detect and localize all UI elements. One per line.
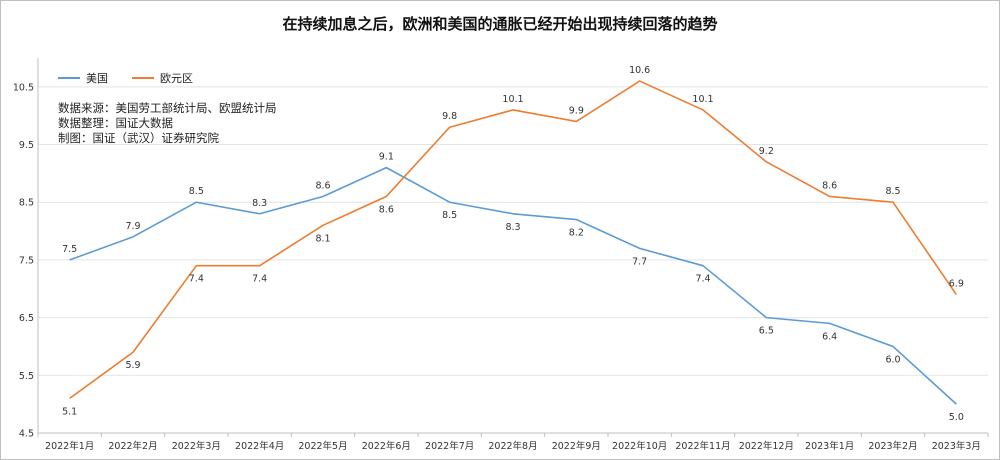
data-label: 7.5 bbox=[62, 244, 77, 255]
data-label: 8.6 bbox=[822, 180, 837, 191]
x-tick-label: 2022年12月 bbox=[739, 440, 794, 452]
legend-label-us: 美国 bbox=[86, 72, 108, 85]
x-tick-label: 2023年2月 bbox=[868, 440, 917, 452]
note-chart-by: 制图：国证（武汉）证券研究院 bbox=[58, 131, 219, 145]
x-tick-label: 2022年11月 bbox=[675, 440, 730, 452]
data-label: 7.4 bbox=[189, 274, 204, 285]
x-tick-label: 2022年5月 bbox=[298, 440, 347, 452]
data-label: 7.7 bbox=[632, 256, 647, 267]
legend: 美国 欧元区 bbox=[58, 70, 193, 86]
data-label: 8.2 bbox=[569, 228, 584, 239]
source-notes: 数据来源：美国劳工部统计局、欧盟统计局 数据整理：国证大数据 制图：国证（武汉）… bbox=[58, 101, 277, 146]
data-label: 6.9 bbox=[949, 279, 964, 290]
data-label: 9.1 bbox=[379, 152, 394, 163]
legend-swatch-us bbox=[58, 77, 80, 79]
data-label: 9.2 bbox=[759, 146, 774, 157]
x-tick-label: 2022年6月 bbox=[362, 440, 411, 452]
data-label: 6.5 bbox=[759, 326, 774, 337]
series-line-euro bbox=[69, 80, 957, 400]
data-label: 8.3 bbox=[252, 198, 267, 209]
y-tick-label: 6.5 bbox=[19, 313, 34, 324]
data-label: 7.9 bbox=[125, 221, 140, 232]
data-label: 7.4 bbox=[252, 274, 267, 285]
data-label: 8.6 bbox=[315, 180, 330, 191]
data-label: 10.1 bbox=[502, 94, 523, 105]
x-tick-label: 2022年2月 bbox=[108, 440, 157, 452]
y-tick-label: 10.5 bbox=[13, 82, 34, 93]
x-tick-label: 2023年3月 bbox=[932, 440, 981, 452]
x-tick-label: 2022年1月 bbox=[45, 440, 94, 452]
data-label: 5.1 bbox=[62, 406, 77, 417]
x-tick-label: 2023年1月 bbox=[805, 440, 854, 452]
data-label: 5.0 bbox=[949, 412, 964, 423]
series-line-us bbox=[69, 166, 957, 405]
data-label: 8.3 bbox=[505, 222, 520, 233]
y-tick-label: 5.5 bbox=[19, 371, 34, 382]
x-tick-label: 2022年7月 bbox=[425, 440, 474, 452]
legend-swatch-euro bbox=[132, 77, 154, 79]
data-label: 8.5 bbox=[442, 210, 457, 221]
x-tick-label: 2022年4月 bbox=[235, 440, 284, 452]
y-tick-label: 9.5 bbox=[19, 140, 34, 151]
data-label: 8.6 bbox=[379, 204, 394, 215]
chart-title: 在持续加息之后，欧洲和美国的通胀已经开始出现持续回落的趋势 bbox=[282, 15, 718, 33]
note-compiled: 数据整理：国证大数据 bbox=[58, 116, 173, 130]
x-tick-label: 2022年9月 bbox=[552, 440, 601, 452]
note-source: 数据来源：美国劳工部统计局、欧盟统计局 bbox=[58, 101, 277, 115]
y-tick-label: 7.5 bbox=[19, 255, 34, 266]
data-label: 10.6 bbox=[629, 65, 650, 76]
data-label: 8.5 bbox=[189, 186, 204, 197]
x-tick-label: 2022年3月 bbox=[172, 440, 221, 452]
data-label: 8.1 bbox=[315, 233, 330, 244]
legend-item-euro: 欧元区 bbox=[132, 70, 193, 86]
data-label: 6.0 bbox=[885, 354, 900, 365]
data-label: 8.5 bbox=[885, 186, 900, 197]
data-label: 9.8 bbox=[442, 111, 457, 122]
legend-label-euro: 欧元区 bbox=[160, 72, 193, 85]
data-label: 5.9 bbox=[125, 360, 140, 371]
y-tick-label: 4.5 bbox=[19, 429, 34, 440]
data-label: 9.9 bbox=[569, 105, 584, 116]
x-tick-label: 2022年10月 bbox=[612, 440, 667, 452]
x-tick-label: 2022年8月 bbox=[488, 440, 537, 452]
data-label: 7.4 bbox=[695, 274, 710, 285]
data-label: 10.1 bbox=[692, 94, 713, 105]
data-label: 6.4 bbox=[822, 331, 837, 342]
legend-item-us: 美国 bbox=[58, 70, 108, 86]
y-tick-label: 8.5 bbox=[19, 198, 34, 209]
